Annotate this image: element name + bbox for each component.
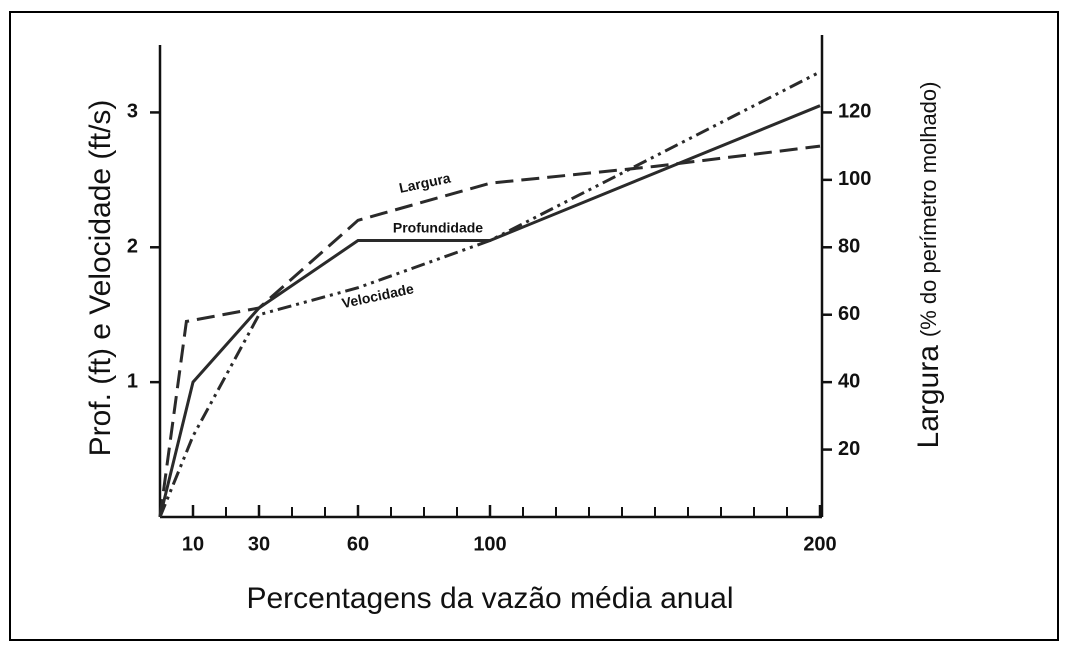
series-line	[158, 144, 821, 518]
x-tick-label: 10	[182, 533, 204, 555]
y2-tick-label: 60	[838, 303, 860, 325]
series-line	[158, 104, 821, 518]
series-label: Largura	[398, 169, 453, 196]
series-label: Profundidade	[393, 220, 483, 236]
x-tick-label: 200	[803, 533, 836, 555]
y2-tick-label: 120	[838, 101, 871, 123]
y2-tick-label: 20	[838, 438, 860, 460]
x-tick-label: 60	[347, 533, 369, 555]
series-label: Velocidade	[340, 280, 415, 311]
y-tick-label: 1	[127, 370, 138, 392]
y-axis-label: Prof. (ft) e Velocidade (ft/s)	[84, 100, 117, 457]
y2-label-main: Largura	[912, 345, 945, 449]
frame	[9, 11, 1059, 641]
x-tick-label: 100	[473, 533, 506, 555]
y2-axis-label: Largura (% do perímetro molhado)	[912, 82, 945, 449]
y2-tick-label: 100	[838, 168, 871, 190]
series-line	[158, 70, 821, 518]
y-tick-label: 2	[127, 236, 138, 258]
y2-tick-label: 40	[838, 370, 860, 392]
y2-tick-label: 80	[838, 236, 860, 258]
y-tick-label: 3	[127, 101, 138, 123]
y2-label-sub: (% do perímetro molhado)	[916, 82, 941, 338]
x-tick-label: 30	[248, 533, 270, 555]
x-axis-label: Percentagens da vazão média anual	[246, 582, 733, 615]
